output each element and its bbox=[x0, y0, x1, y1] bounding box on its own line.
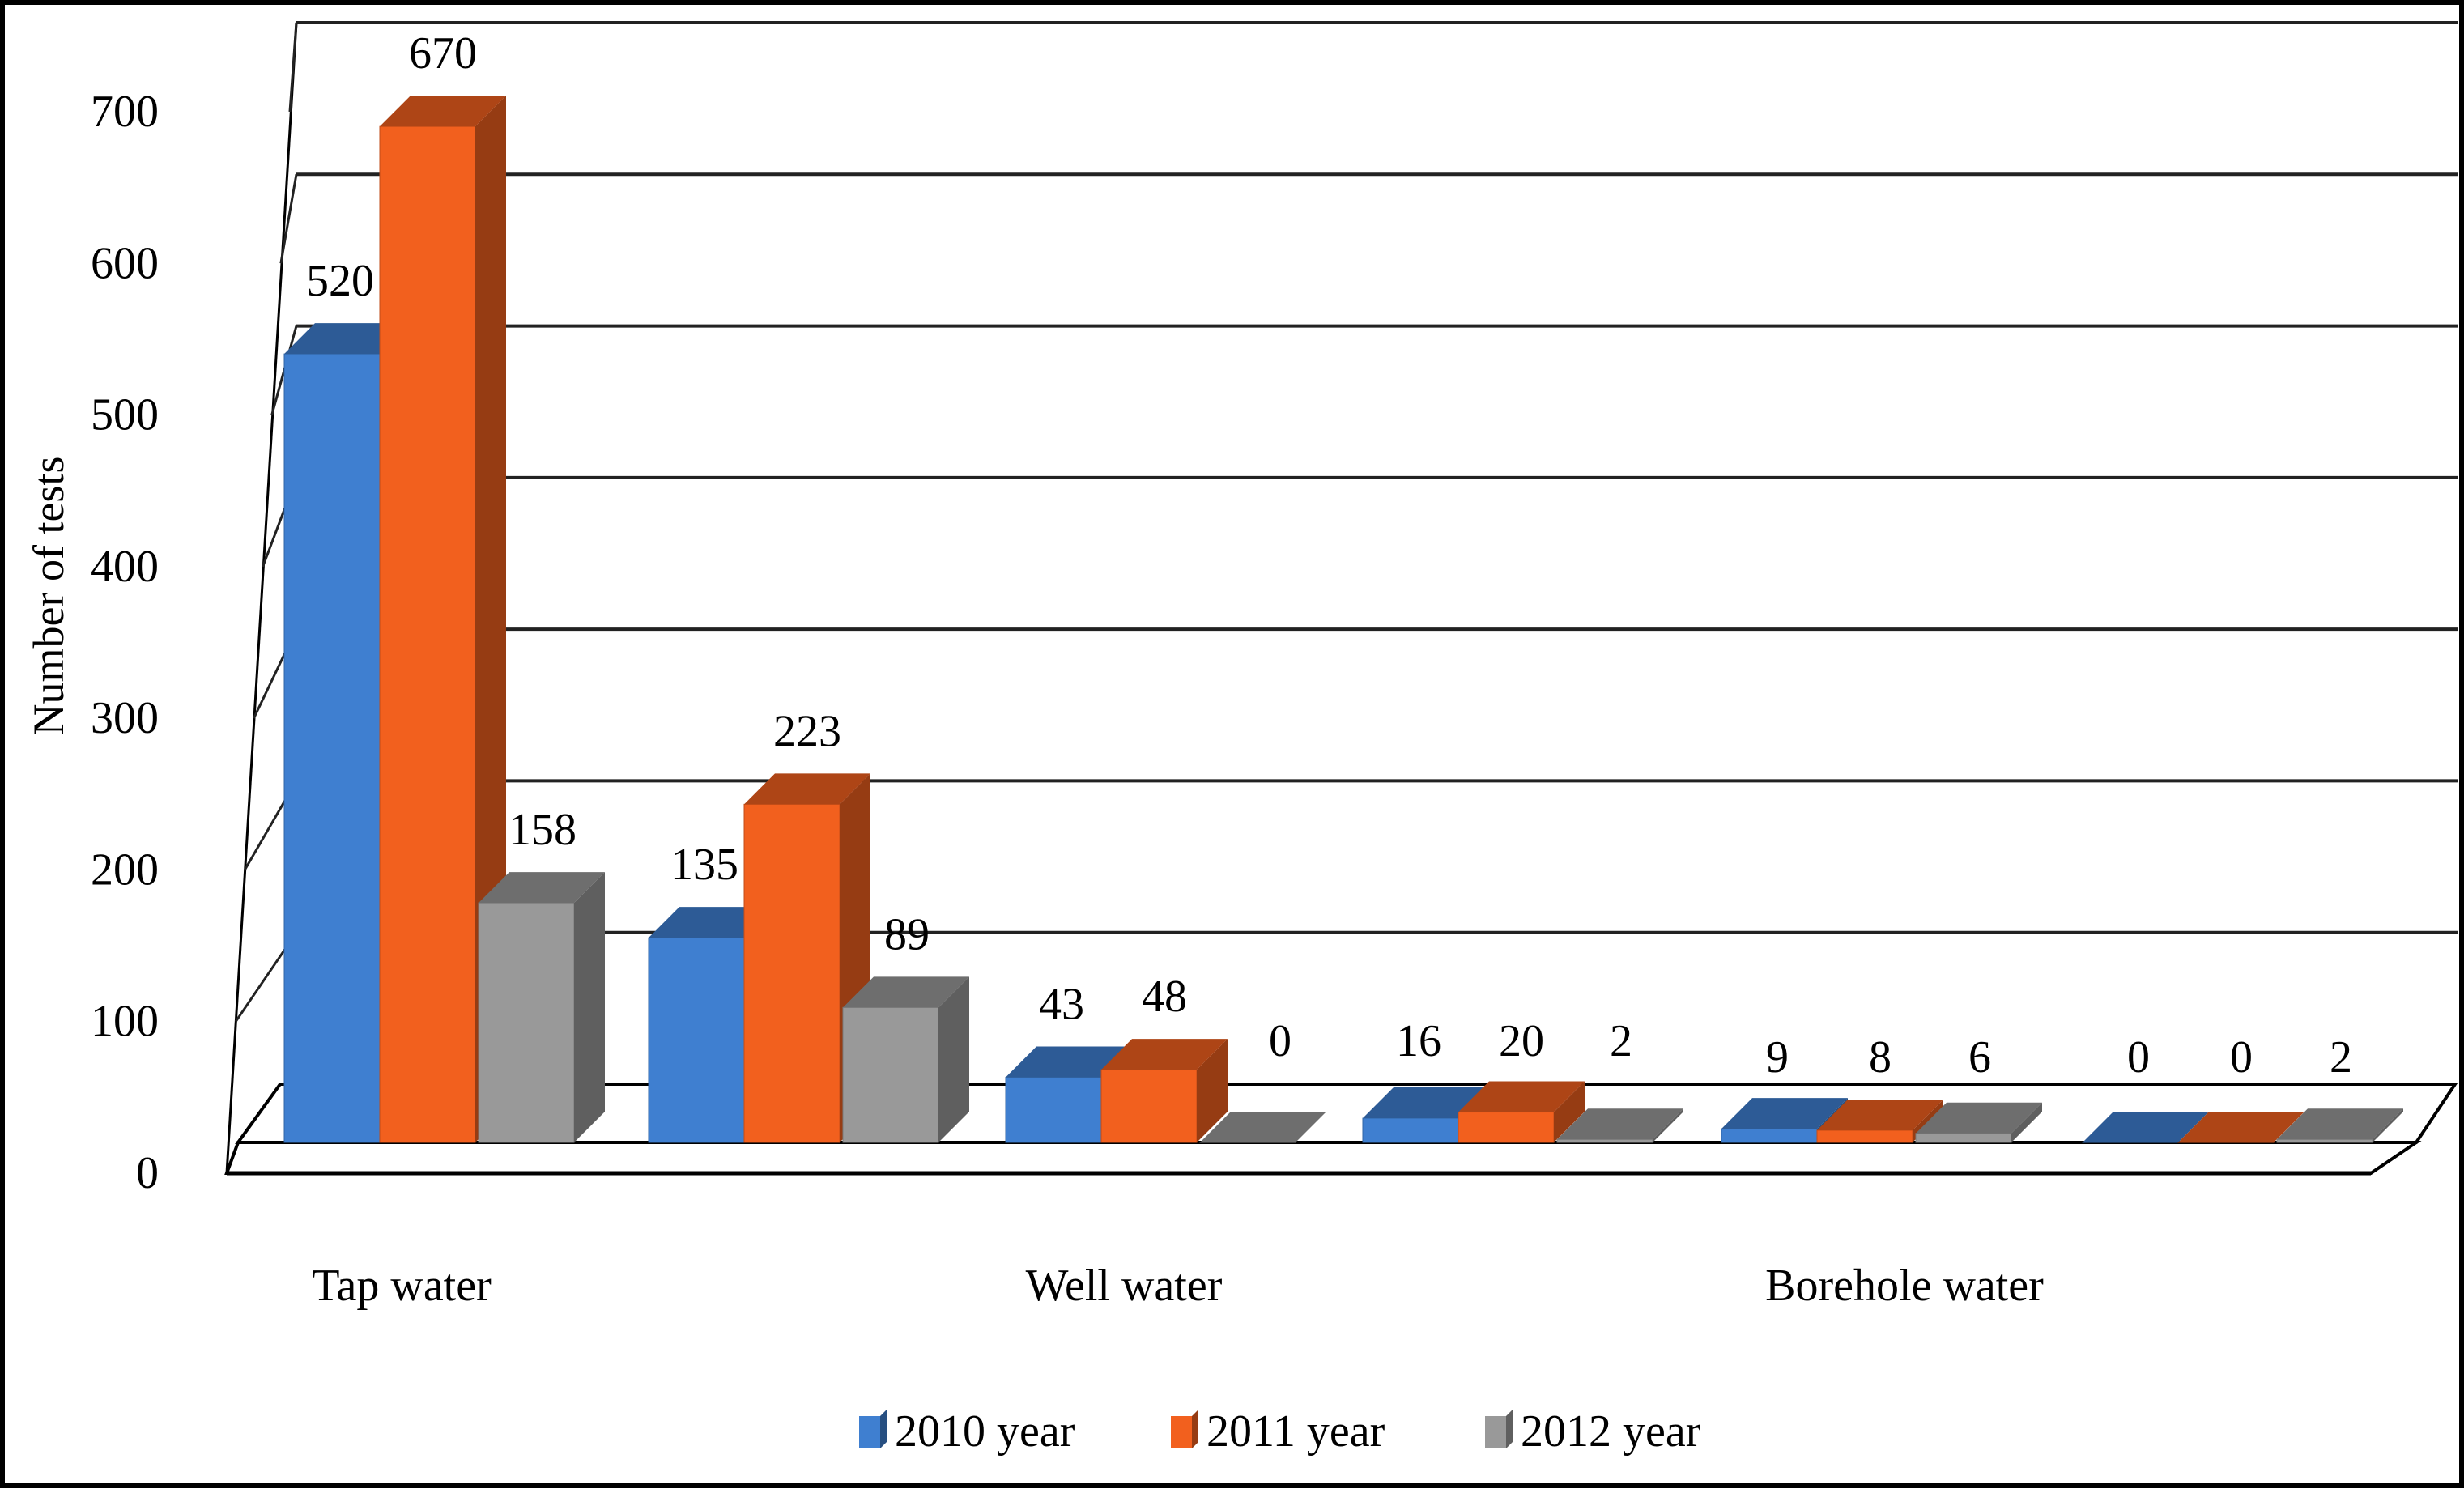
data-label: 89 bbox=[884, 909, 930, 959]
data-label: 8 bbox=[1869, 1032, 1892, 1083]
data-label: 16 bbox=[1396, 1016, 1441, 1066]
bar-front bbox=[1817, 1130, 1913, 1142]
y-tick-label: 600 bbox=[91, 238, 159, 288]
legend-swatch-front bbox=[1485, 1416, 1506, 1448]
bar-front bbox=[843, 1007, 938, 1142]
bar-front bbox=[744, 804, 840, 1142]
data-label: 0 bbox=[1269, 1016, 1292, 1066]
y-tick-label: 500 bbox=[91, 390, 159, 440]
bar-front bbox=[380, 126, 475, 1142]
bar bbox=[1101, 1039, 1228, 1142]
bar-front bbox=[2277, 1139, 2373, 1142]
data-label: 223 bbox=[773, 706, 841, 756]
data-label: 0 bbox=[2230, 1032, 2253, 1083]
bar-side bbox=[574, 872, 605, 1142]
data-label: 670 bbox=[409, 28, 477, 79]
bar-front bbox=[1916, 1134, 2011, 1142]
x-category-label: Borehole water bbox=[1765, 1261, 2044, 1311]
legend-swatch-side bbox=[1506, 1410, 1513, 1448]
bar bbox=[479, 872, 605, 1142]
data-label: 43 bbox=[1039, 979, 1084, 1029]
bars bbox=[284, 96, 2403, 1142]
x-category-label: Well water bbox=[1026, 1261, 1223, 1311]
y-tick-label: 100 bbox=[91, 997, 159, 1047]
legend-swatch-front bbox=[859, 1416, 880, 1448]
data-label: 48 bbox=[1142, 972, 1187, 1022]
gridline-tick-700 bbox=[290, 23, 296, 112]
legend-swatch bbox=[859, 1410, 887, 1448]
bar-front bbox=[1101, 1070, 1197, 1142]
data-label: 2 bbox=[1610, 1016, 1632, 1066]
data-label: 20 bbox=[1499, 1016, 1544, 1066]
data-label: 135 bbox=[670, 840, 738, 890]
bar-front bbox=[1006, 1077, 1101, 1142]
y-tick-label: 300 bbox=[91, 693, 159, 743]
gridline-tick-600 bbox=[281, 174, 296, 263]
x-category-label: Tap water bbox=[312, 1261, 492, 1311]
legend-swatch-front bbox=[1171, 1416, 1192, 1448]
y-tick-label: 400 bbox=[91, 542, 159, 592]
legend-swatch bbox=[1171, 1410, 1198, 1448]
bar-front bbox=[1721, 1129, 1817, 1142]
data-label: 0 bbox=[2127, 1032, 2150, 1083]
legend-label: 2011 year bbox=[1206, 1406, 1385, 1457]
bar-front bbox=[1458, 1112, 1554, 1142]
legend-label: 2010 year bbox=[895, 1406, 1075, 1457]
bar-front bbox=[1363, 1118, 1458, 1142]
y-axis-title: Number of tests bbox=[24, 457, 73, 736]
floor-front bbox=[227, 1142, 2416, 1173]
data-label: 520 bbox=[306, 256, 374, 306]
data-label: 158 bbox=[509, 805, 577, 855]
data-label: 9 bbox=[1766, 1032, 1789, 1083]
data-label: 6 bbox=[1968, 1032, 1991, 1083]
bar bbox=[843, 976, 969, 1142]
bar-front bbox=[649, 938, 744, 1142]
legend-label: 2012 year bbox=[1521, 1406, 1701, 1457]
legend-swatch-side bbox=[1192, 1410, 1198, 1448]
bar-front bbox=[1557, 1139, 1653, 1142]
y-tick-label: 200 bbox=[91, 844, 159, 895]
y-tick-label: 0 bbox=[136, 1148, 159, 1198]
bar-front bbox=[284, 354, 380, 1142]
legend-swatch-side bbox=[880, 1410, 887, 1448]
y-tick-label: 700 bbox=[91, 87, 159, 137]
legend-swatch bbox=[1485, 1410, 1513, 1448]
data-label: 2 bbox=[2330, 1032, 2352, 1083]
bar-front bbox=[479, 903, 574, 1142]
